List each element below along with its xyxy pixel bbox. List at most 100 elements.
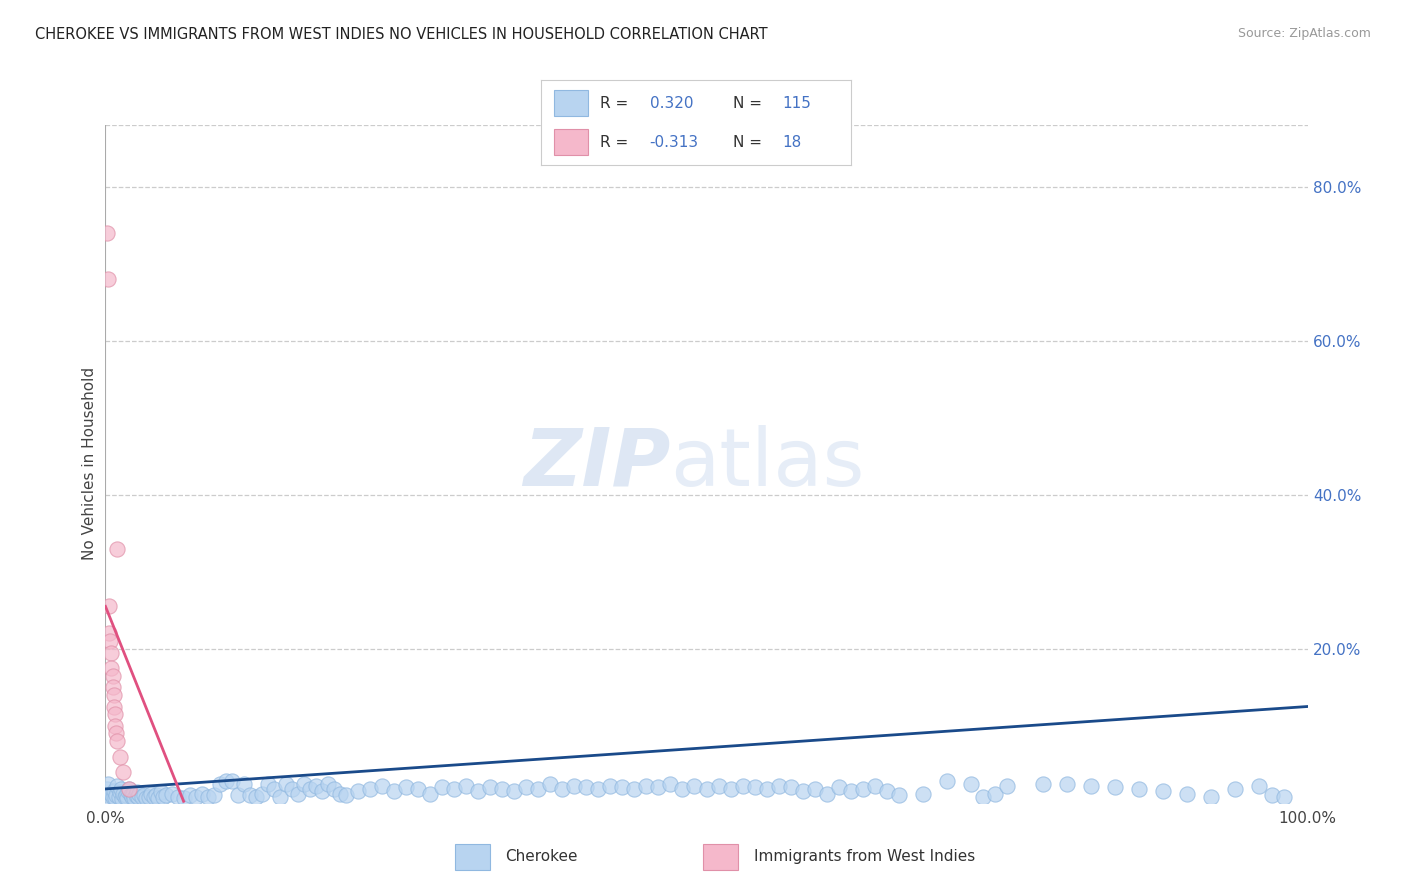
Point	[179, 788, 201, 802]
Point	[803, 781, 825, 796]
Point	[406, 781, 429, 796]
Point	[96, 226, 118, 240]
Point	[911, 787, 934, 801]
Point	[538, 776, 561, 790]
Point	[256, 776, 278, 790]
Point	[876, 784, 898, 798]
Point	[132, 788, 155, 802]
Point	[166, 789, 188, 804]
Point	[863, 779, 886, 793]
Point	[114, 789, 136, 804]
Point	[1249, 779, 1271, 793]
Y-axis label: No Vehicles in Household: No Vehicles in Household	[82, 368, 97, 560]
Point	[107, 789, 129, 804]
Point	[122, 787, 145, 801]
Text: N =: N =	[733, 95, 766, 111]
Point	[562, 779, 585, 793]
Point	[98, 626, 121, 640]
Point	[936, 774, 959, 789]
Bar	[703, 844, 738, 870]
Point	[108, 785, 131, 799]
Point	[311, 784, 333, 798]
Point	[118, 781, 141, 796]
Point	[115, 788, 138, 802]
Point	[852, 781, 875, 796]
Point	[768, 779, 790, 793]
Point	[226, 788, 249, 802]
Point	[588, 781, 610, 796]
Point	[322, 781, 344, 796]
Point	[103, 699, 125, 714]
Point	[269, 789, 291, 804]
Point	[124, 788, 146, 802]
Text: 115: 115	[783, 95, 811, 111]
Text: Cherokee: Cherokee	[506, 849, 578, 863]
Point	[305, 779, 328, 793]
Point	[110, 781, 132, 796]
Point	[120, 788, 142, 802]
Point	[281, 781, 304, 796]
Text: Immigrants from West Indies: Immigrants from West Indies	[754, 849, 974, 863]
Point	[128, 787, 150, 801]
Point	[984, 787, 1007, 801]
Point	[108, 749, 131, 764]
Point	[145, 788, 167, 802]
Point	[98, 634, 121, 648]
Point	[103, 784, 125, 798]
Bar	[554, 90, 588, 116]
Text: atlas: atlas	[671, 425, 865, 503]
Point	[107, 734, 129, 748]
Point	[118, 781, 141, 796]
Point	[117, 784, 139, 798]
Point	[1260, 788, 1282, 802]
Point	[149, 785, 172, 799]
Point	[647, 780, 669, 795]
Point	[720, 781, 742, 796]
Point	[184, 789, 207, 804]
Point	[491, 781, 513, 796]
Point	[111, 792, 134, 806]
Point	[131, 789, 153, 804]
Point	[98, 792, 121, 806]
Point	[960, 776, 983, 790]
Point	[443, 781, 465, 796]
Point	[139, 787, 162, 801]
Point	[155, 788, 177, 802]
Text: CHEROKEE VS IMMIGRANTS FROM WEST INDIES NO VEHICLES IN HOUSEHOLD CORRELATION CHA: CHEROKEE VS IMMIGRANTS FROM WEST INDIES …	[35, 27, 768, 42]
Point	[696, 781, 718, 796]
Point	[138, 789, 160, 804]
Point	[503, 784, 526, 798]
Point	[142, 789, 165, 804]
Point	[103, 688, 125, 702]
Point	[659, 776, 682, 790]
Point	[316, 776, 339, 790]
Point	[359, 781, 381, 796]
Point	[1128, 781, 1150, 796]
Point	[551, 781, 574, 796]
Point	[250, 787, 273, 801]
Point	[815, 787, 838, 801]
Point	[335, 788, 357, 802]
Point	[707, 779, 730, 793]
Point	[112, 764, 135, 779]
Point	[245, 789, 267, 804]
Point	[1104, 780, 1126, 795]
Point	[105, 788, 128, 802]
Point	[105, 726, 128, 740]
Point	[173, 791, 195, 805]
Point	[104, 791, 127, 805]
Point	[100, 646, 122, 660]
Point	[1032, 776, 1054, 790]
Point	[292, 776, 315, 790]
Point	[97, 776, 120, 790]
Point	[287, 787, 309, 801]
Point	[329, 787, 352, 801]
Point	[839, 784, 862, 798]
Point	[107, 779, 129, 793]
Point	[683, 779, 706, 793]
Bar	[554, 129, 588, 155]
Text: N =: N =	[733, 135, 766, 150]
Point	[100, 787, 122, 801]
Point	[467, 784, 489, 798]
Point	[972, 789, 994, 804]
